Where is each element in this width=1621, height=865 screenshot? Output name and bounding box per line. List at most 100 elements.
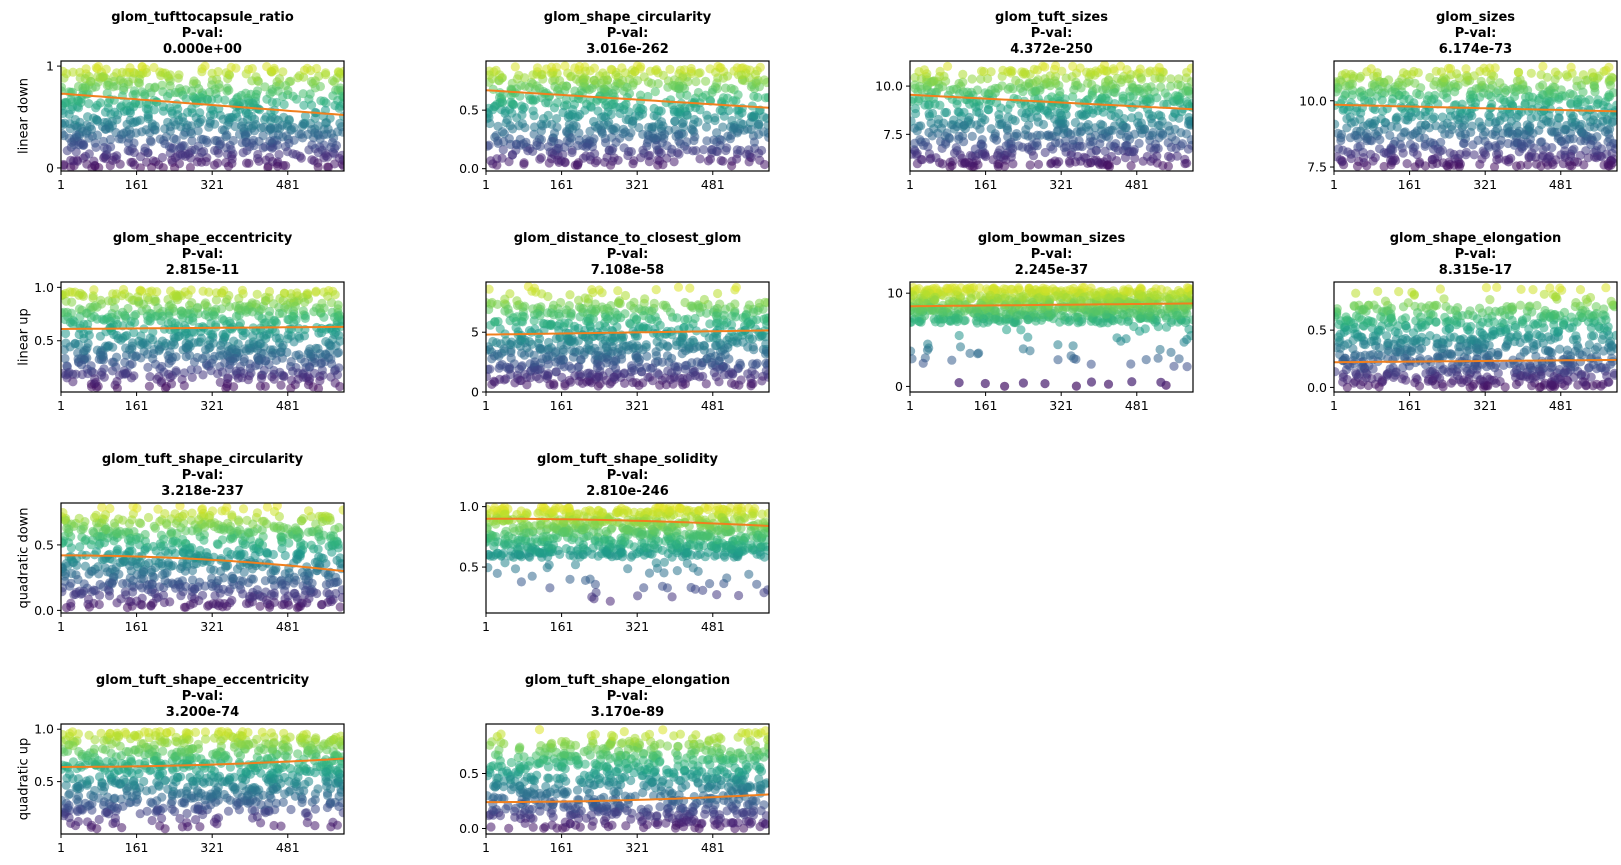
data-point [585, 321, 595, 331]
data-point [996, 103, 1006, 113]
data-point [1373, 84, 1383, 95]
data-point [532, 140, 542, 150]
data-point [61, 288, 71, 299]
data-point [662, 341, 673, 351]
data-point [1155, 73, 1165, 83]
data-point [696, 361, 707, 371]
data-point [501, 362, 511, 372]
data-point [1350, 148, 1361, 158]
data-point [197, 64, 207, 74]
data-point [549, 128, 560, 138]
data-point [112, 376, 122, 387]
data-point [1537, 137, 1547, 147]
data-point [1335, 75, 1345, 85]
data-point [128, 117, 138, 128]
data-point [1347, 79, 1357, 89]
data-point [229, 336, 239, 346]
data-point [1366, 64, 1376, 74]
data-point [1436, 137, 1446, 147]
data-point [715, 364, 725, 374]
data-point [165, 126, 175, 136]
x-tick-label: 481 [276, 177, 300, 192]
data-point [519, 350, 530, 360]
data-point [1355, 114, 1365, 124]
data-point [267, 87, 277, 97]
data-point [1553, 113, 1564, 123]
data-point [157, 152, 167, 163]
data-point [275, 367, 285, 377]
data-point [486, 344, 495, 355]
data-point [335, 381, 344, 392]
data-point [178, 308, 188, 318]
data-point [731, 312, 741, 322]
data-point [1112, 156, 1122, 166]
data-point [1532, 112, 1542, 122]
data-point [1181, 129, 1192, 139]
data-point [1182, 158, 1192, 168]
data-point [322, 162, 333, 171]
data-point [710, 113, 720, 123]
data-point [155, 364, 165, 374]
data-point [115, 159, 125, 169]
data-point [1100, 146, 1110, 156]
data-point [490, 317, 500, 327]
trend-line [61, 325, 344, 330]
data-point [262, 62, 272, 72]
data-point [237, 285, 247, 295]
data-point [764, 358, 769, 368]
data-point [1095, 94, 1105, 105]
data-point [1586, 139, 1596, 150]
data-point [672, 313, 682, 323]
data-point [910, 116, 916, 126]
data-point [746, 124, 756, 135]
data-point [1454, 162, 1464, 171]
data-point [328, 76, 338, 86]
data-point [1375, 135, 1385, 145]
pval-label: P-val: [1031, 247, 1073, 262]
data-point [1007, 114, 1018, 124]
data-point [119, 83, 129, 93]
data-point [1171, 91, 1181, 101]
data-point [1152, 158, 1162, 168]
data-point [670, 116, 680, 126]
data-point [181, 343, 191, 353]
data-point [1569, 144, 1579, 154]
data-point [68, 67, 78, 77]
data-point [1351, 106, 1361, 116]
data-point [280, 81, 291, 91]
data-point [92, 100, 102, 110]
data-point [165, 81, 175, 91]
y-tick-label: 7.5 [1307, 160, 1327, 175]
data-point [1170, 108, 1180, 118]
data-point [952, 99, 962, 109]
data-point [324, 353, 334, 363]
data-point [552, 98, 563, 108]
x-tick-label: 481 [1549, 177, 1573, 192]
data-point [592, 96, 602, 106]
data-point [564, 110, 574, 120]
data-point [1104, 162, 1115, 171]
data-point [628, 159, 638, 169]
data-point [1032, 65, 1043, 75]
data-point [728, 369, 738, 379]
data-point [1177, 139, 1188, 149]
data-point [639, 311, 649, 321]
data-point [131, 128, 141, 138]
x-tick-label: 161 [125, 398, 149, 413]
data-point [264, 125, 274, 135]
data-point [945, 162, 955, 171]
data-point [616, 332, 627, 342]
data-point [529, 111, 539, 121]
data-point [91, 377, 101, 387]
data-point [578, 378, 588, 388]
data-point [129, 328, 139, 338]
data-point [304, 347, 314, 357]
data-point [1542, 72, 1552, 82]
x-tick-label: 321 [625, 398, 649, 413]
data-point [702, 110, 712, 120]
data-point [200, 298, 211, 308]
data-point [1012, 129, 1022, 139]
data-point [227, 154, 237, 164]
data-point [638, 145, 648, 155]
data-point [641, 340, 651, 350]
